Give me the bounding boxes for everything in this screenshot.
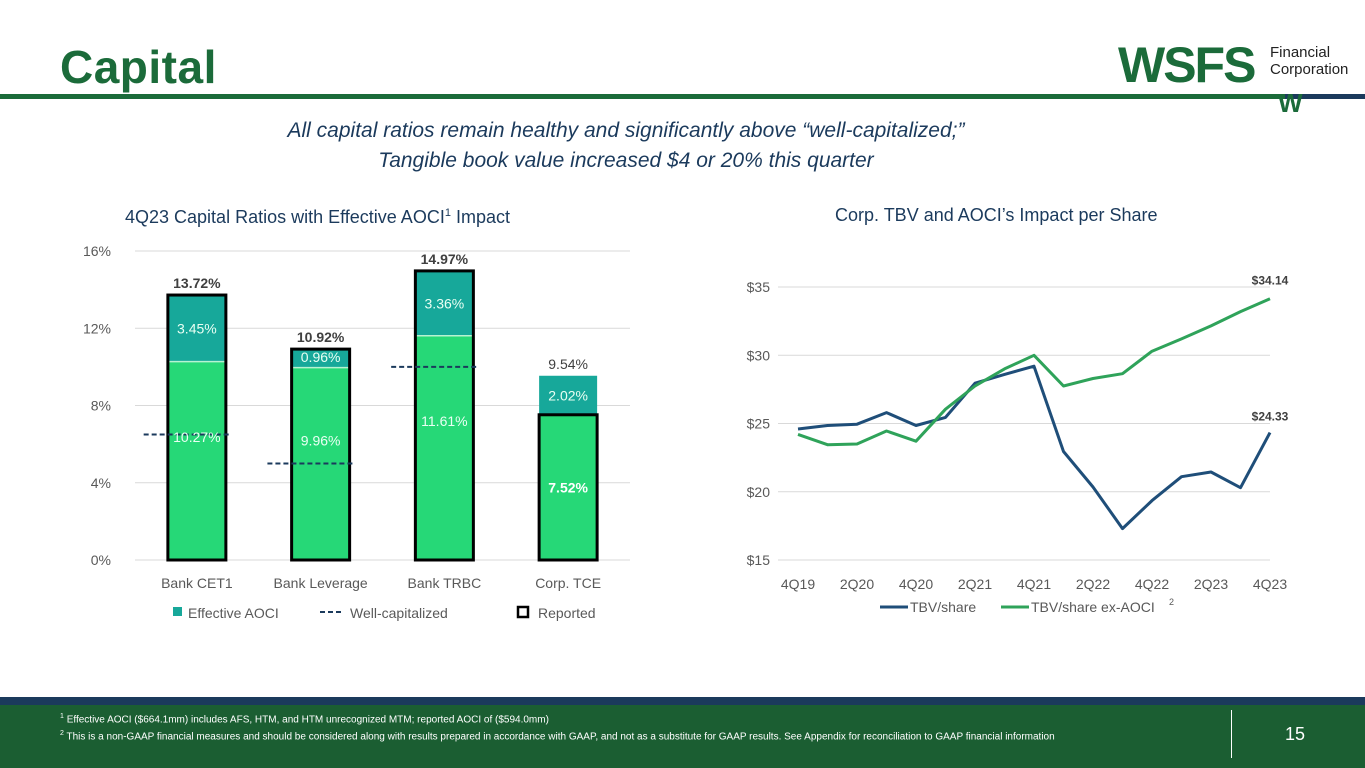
bar-x-tick-label: Bank TRBC [408,575,482,591]
title-rule [0,94,1365,99]
bar-x-tick-label: Bank Leverage [274,575,368,591]
bar-chart-title-end: Impact [451,207,510,227]
footnotes: 1 Effective AOCI ($664.1mm) includes AFS… [60,710,1180,745]
line-y-axis: $15 $20 $25 $30 $35 [747,279,771,568]
legend-label-well: Well-capitalized [350,605,448,621]
legend-label-tbv-ex-aoci: TBV/share ex-AOCI [1031,599,1155,615]
bar-base [415,335,474,560]
line-end-label: $24.33 [1252,410,1289,424]
bar-base-value-label: 10.27% [173,429,220,445]
bar-y-tick-label: 0% [91,552,111,568]
line-x-tick-label: 2Q22 [1076,576,1110,592]
bar-base [539,414,598,560]
legend-label-aoci: Effective AOCI [188,605,279,621]
footer-accent-bar [0,697,1365,705]
wsfs-logo: WSFS Financial Corporation W [1118,40,1350,118]
footer [0,705,1365,768]
line-series-tbv [797,364,1272,531]
line-chart-title: Corp. TBV and AOCI’s Impact per Share [835,205,1158,225]
line-y-tick-label: $20 [747,484,771,500]
footnote-2-marker: 2 [60,730,64,738]
line-x-tick-label: 2Q23 [1194,576,1228,592]
bar-aoci-value-label: 3.36% [425,295,465,311]
line-x-tick-label: 2Q20 [840,576,874,592]
bar-base [167,361,226,560]
line-x-tick-label: 4Q21 [1017,576,1051,592]
bar-chart-title-main: 4Q23 Capital Ratios with Effective AOCI [125,207,445,227]
line-y-tick-label: $15 [747,552,771,568]
tbv-per-share-chart: Corp. TBV and AOCI’s Impact per Share $1… [747,205,1289,615]
bar-aoci [167,295,226,362]
footnote-1-text: Effective AOCI ($664.1mm) includes AFS, … [66,714,549,726]
legend-label-tbv-ex-aoci-sup: 2 [1169,597,1174,607]
line-y-tick-label: $35 [747,279,771,295]
footer-divider [1231,710,1232,758]
logo-line1: Financial [1270,44,1331,61]
bar-base-value-label: 11.61% [421,413,467,429]
bar-y-tick-label: 12% [83,320,111,336]
bar-x-tick-label: Corp. TCE [535,575,601,591]
bar-total-label: 13.72% [173,275,221,291]
capital-ratios-chart: 4Q23 Capital Ratios with Effective AOCI1… [83,207,630,621]
line-series-tbv-ex-aoci [797,297,1271,447]
bar-aoci-value-label: 3.45% [177,320,217,336]
bar-y-tick-label: 8% [91,398,111,414]
logo-line2: Corporation [1270,61,1349,78]
bar-base-value-label: 9.96% [301,433,341,449]
bar-reported-outline [537,413,599,562]
line-x-tick-label: 4Q23 [1253,576,1287,592]
bar-aoci [539,375,598,415]
bar-base-value-label: 7.52% [548,479,588,495]
logo-brand: WSFS [1118,37,1256,93]
bar-reported-outline [413,269,475,562]
line-legend: TBV/share TBV/share ex-AOCI 2 [880,597,1174,615]
title-rule-accent [1285,94,1365,99]
logo-mark: W [1278,88,1303,118]
footnote-1-marker: 1 [60,713,64,720]
bar-chart-title-sup: 1 [445,207,451,219]
line-x-tick-label: 4Q22 [1135,576,1169,592]
bar-x-axis: Bank CET1 Bank Leverage Bank TRBC Corp. TCE [161,575,601,591]
footnote-1: 1 Effective AOCI ($664.1mm) includes AFS… [60,710,1180,727]
bar-chart-title: 4Q23 Capital Ratios with Effective AOCI1… [125,207,510,227]
bar-total-label: 9.54% [548,356,588,372]
bar-aoci-value-label: 0.96% [301,349,341,365]
legend-label-reported: Reported [538,605,596,621]
bar-aoci [291,349,350,368]
bar-y-tick-label: 4% [91,475,111,491]
bar-reported-outline [166,293,228,562]
bar-y-axis: 0% 4% 8% 12% 16% [83,243,111,568]
logo-text: Financial Corporation [1270,44,1348,78]
bar-x-tick-label: Bank CET1 [161,575,233,591]
line-x-tick-label: 4Q19 [781,576,815,592]
headline-line-2: Tangible book value increased $4 or 20% … [378,149,874,172]
bar-legend: Effective AOCI Well-capitalized Reported [173,605,596,621]
bar-marks: 10.27% 3.45% 13.72% 9.96% 0.96% 10.92% 11.61% 3… [143,251,599,562]
bar-reported-outline [290,347,352,562]
headline-line-1: All capital ratios remain healthy and si… [287,119,965,142]
page-number: 15 [1284,724,1306,744]
bar-y-tick-label: 16% [83,243,111,259]
legend-label-tbv: TBV/share [910,599,976,615]
headline: All capital ratios remain healthy and si… [0,116,1252,176]
footnote-2: 2 This is a non-GAAP financial measures … [60,727,1180,744]
line-series: $24.33 $34.14 [797,274,1289,531]
line-end-label: $34.14 [1252,274,1289,288]
line-y-tick-label: $25 [747,416,771,432]
line-x-axis: 4Q19 2Q20 4Q20 2Q21 4Q21 2Q22 4Q22 2Q23 4Q23 [781,576,1287,592]
bar-total-label: 10.92% [297,329,345,345]
line-x-tick-label: 4Q20 [899,576,933,592]
footnote-2-text: This is a non-GAAP financial measures an… [66,731,1055,743]
page-title: Capital [60,41,217,93]
line-y-tick-label: $30 [747,347,771,363]
line-x-tick-label: 2Q21 [958,576,992,592]
legend-swatch-aoci [173,607,182,616]
legend-swatch-reported [516,605,530,619]
bar-total-label: 14.97% [421,251,469,267]
bar-aoci-value-label: 2.02% [548,387,588,403]
bar-aoci [415,270,474,336]
